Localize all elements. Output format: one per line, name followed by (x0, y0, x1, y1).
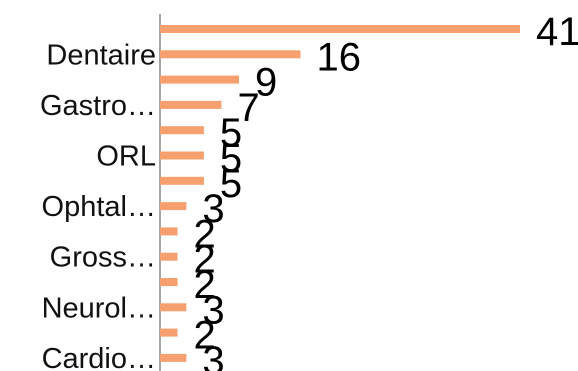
category-label: Gross… (50, 242, 156, 274)
bar (160, 126, 204, 135)
bars-group (160, 25, 520, 362)
value-label: 2 (194, 263, 216, 307)
value-label: 5 (220, 137, 242, 181)
category-label: Dentaire (46, 39, 156, 71)
value-label: 7 (237, 86, 259, 130)
value-label: 16 (316, 35, 361, 79)
bar (160, 353, 187, 362)
bar (160, 252, 178, 261)
value-label: 9 (255, 61, 277, 105)
value-label: 3 (202, 339, 224, 371)
bar (160, 100, 222, 109)
value-label: 3 (202, 187, 224, 231)
value-label: 5 (220, 162, 242, 206)
bar (160, 202, 187, 211)
bar (160, 151, 204, 160)
bar (160, 176, 204, 185)
value-label: 5 (220, 111, 242, 155)
bar (160, 227, 178, 236)
category-label: Neurol… (42, 292, 156, 324)
value-label: 2 (194, 314, 216, 358)
category-label: Cardio… (42, 343, 156, 371)
bar (160, 303, 187, 312)
bar (160, 25, 520, 33)
bar (160, 50, 301, 59)
bar (160, 75, 240, 84)
category-label: Ophtal… (42, 191, 156, 223)
category-label: Gastro… (40, 90, 156, 122)
category-label: ORL (96, 141, 156, 173)
value-label: 3 (202, 288, 224, 332)
value-label: 41 (536, 10, 578, 54)
bar (160, 328, 178, 337)
bar (160, 278, 178, 286)
category-labels-group: Dentaire Gastro… ORL Ophtal… Gross… Neurol… Ca… (40, 39, 156, 371)
value-label: 2 (194, 238, 216, 282)
value-label: 2 (194, 212, 216, 256)
